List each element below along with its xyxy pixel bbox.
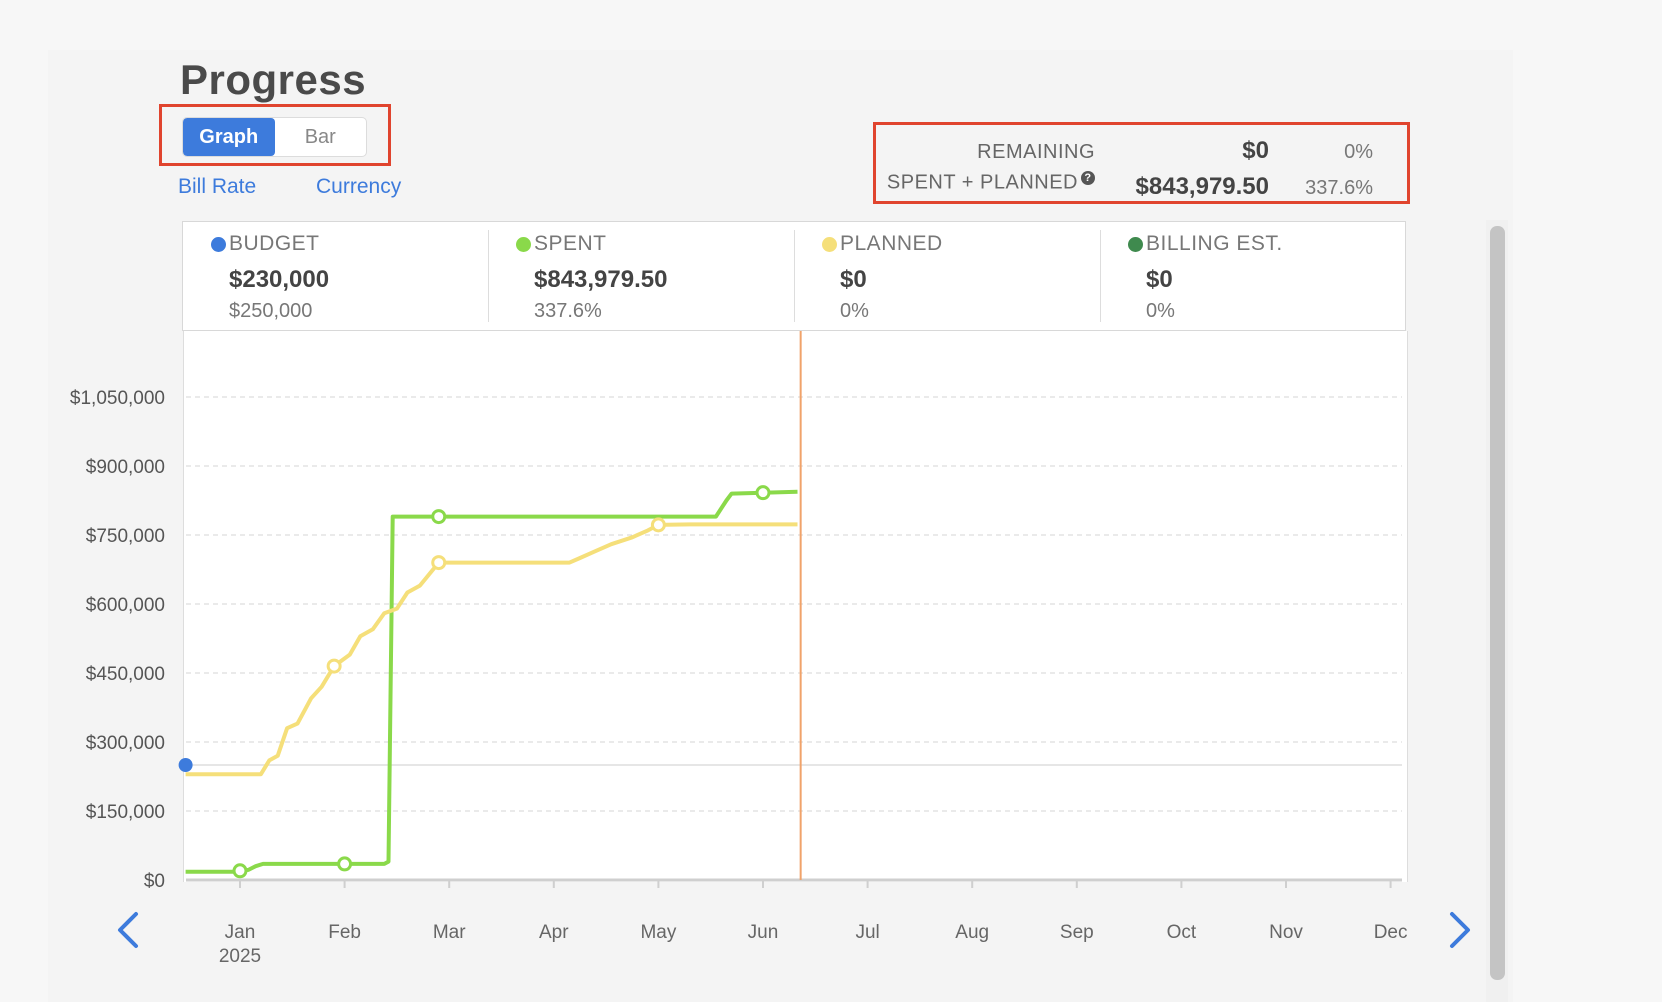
x-tick-label: Jan <box>225 922 256 943</box>
x-tick-label: Dec <box>1374 922 1408 943</box>
x-tick-label: Oct <box>1167 922 1197 943</box>
series-marker-spent <box>755 485 771 501</box>
budget-dot-icon <box>211 237 226 252</box>
series-marker-planned <box>431 555 447 571</box>
x-tick-label: May <box>640 922 676 943</box>
help-icon[interactable]: ? <box>1081 171 1095 185</box>
legend-spent-sub: 337.6% <box>534 300 602 322</box>
legend-budget-sub: $250,000 <box>229 300 313 322</box>
legend-billing-est-name: BILLING EST. <box>1146 232 1283 255</box>
x-tick-label: Aug <box>955 922 989 943</box>
planned-dot-icon <box>822 237 837 252</box>
x-tick-label: Apr <box>539 922 569 943</box>
legend-spent-name: SPENT <box>534 232 607 255</box>
graph-toggle-button[interactable]: Graph <box>183 118 275 156</box>
y-tick-label: $0 <box>144 871 165 892</box>
page-title: Progress <box>180 56 367 103</box>
series-marker-spent <box>431 509 447 525</box>
legend-billing-est-sub: 0% <box>1146 300 1175 322</box>
y-tick-label: $1,050,000 <box>70 388 165 409</box>
legend-spent-amount: $843,979.50 <box>534 266 668 293</box>
legend-divider <box>488 230 489 322</box>
spent-dot-icon <box>516 237 531 252</box>
remaining-value: $0 <box>1242 137 1269 164</box>
y-tick-label: $300,000 <box>86 733 165 754</box>
remaining-label: REMAINING <box>977 141 1095 163</box>
legend-budget-amount: $230,000 <box>229 266 330 293</box>
x-tick-label: Feb <box>328 922 361 943</box>
spent-planned-label-group: SPENT + PLANNED? <box>887 171 1095 195</box>
prev-arrow-icon[interactable] <box>114 910 140 955</box>
y-tick-label: $750,000 <box>86 526 165 547</box>
bar-toggle-button[interactable]: Bar <box>304 125 336 148</box>
legend-billing-est-amount: $0 <box>1146 266 1173 293</box>
spent-planned-percent: 337.6% <box>1305 177 1373 199</box>
y-tick-label: $450,000 <box>86 664 165 685</box>
series-marker-planned <box>326 658 342 674</box>
bill-rate-link[interactable]: Bill Rate <box>178 175 257 198</box>
vertical-scrollbar[interactable] <box>1490 226 1505 980</box>
spent-planned-row: SPENT + PLANNED? $843,979.50 337.6% <box>876 169 1407 200</box>
x-tick-label: Sep <box>1060 922 1094 943</box>
budget-point <box>178 758 193 772</box>
remaining-row: REMAINING $0 0% <box>876 137 1407 167</box>
series-line-planned <box>185 522 798 777</box>
summary-highlight: REMAINING $0 0% SPENT + PLANNED? $843,97… <box>873 122 1410 204</box>
legend-planned[interactable]: PLANNED $0 0% <box>794 222 1099 330</box>
legend-budget[interactable]: BUDGET $230,000 $250,000 <box>183 222 488 330</box>
y-tick-label: $600,000 <box>86 595 165 616</box>
y-tick-label: $150,000 <box>86 802 165 823</box>
legend-planned-name: PLANNED <box>840 232 943 255</box>
view-toggle: Graph Bar <box>182 117 367 157</box>
legend-planned-sub: 0% <box>840 300 869 322</box>
legend-divider <box>794 230 795 322</box>
x-tick-label: Mar <box>433 922 466 943</box>
chart-legend: BUDGET $230,000 $250,000 SPENT $843,979.… <box>182 221 1406 331</box>
x-tick-label: Nov <box>1269 922 1303 943</box>
series-line-spent <box>185 489 798 874</box>
remaining-percent: 0% <box>1344 141 1373 163</box>
legend-divider <box>1100 230 1101 322</box>
legend-budget-name: BUDGET <box>229 232 320 255</box>
x-year-label: 2025 <box>219 946 261 967</box>
x-tick-label: Jul <box>855 922 879 943</box>
legend-spent[interactable]: SPENT $843,979.50 337.6% <box>488 222 793 330</box>
x-tick-label: Jun <box>748 922 779 943</box>
currency-link[interactable]: Currency <box>316 175 402 198</box>
chart-area <box>183 331 1408 882</box>
view-toggle-highlight: Graph Bar <box>159 104 391 166</box>
series-marker-planned <box>650 517 666 533</box>
billing-est-dot-icon <box>1128 237 1143 252</box>
next-arrow-icon[interactable] <box>1448 910 1474 955</box>
legend-planned-amount: $0 <box>840 266 867 293</box>
legend-billing-est[interactable]: BILLING EST. $0 0% <box>1100 222 1405 330</box>
y-tick-label: $900,000 <box>86 457 165 478</box>
spent-planned-label: SPENT + PLANNED <box>886 171 1078 194</box>
spent-planned-value: $843,979.50 <box>1135 173 1269 200</box>
series-marker-spent <box>337 856 353 872</box>
series-marker-spent <box>232 863 248 879</box>
